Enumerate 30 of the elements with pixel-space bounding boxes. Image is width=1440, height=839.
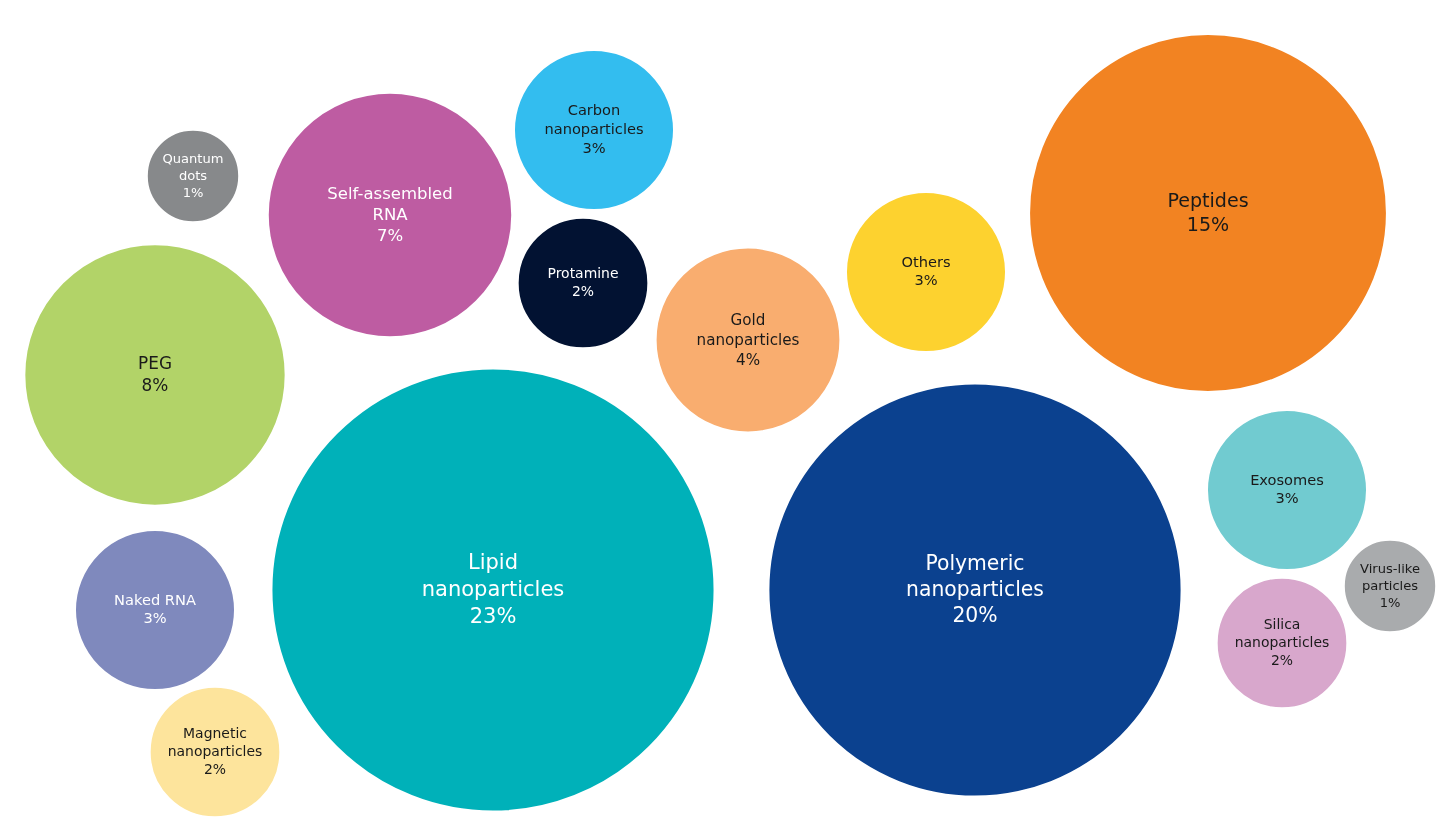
category-label: Others — [901, 252, 951, 270]
category-label: Polymeric nanoparticles — [906, 550, 1044, 601]
data-label: 4% — [735, 350, 761, 369]
data-label: 23% — [469, 604, 517, 629]
category-label: Gold nanoparticles — [696, 311, 800, 349]
category-label: Magnetic nanoparticles — [167, 724, 263, 759]
data-label: 8% — [141, 374, 169, 395]
data-label: 15% — [1186, 213, 1230, 236]
data-label: 3% — [914, 271, 938, 289]
category-label: Exosomes — [1250, 470, 1324, 488]
category-label: Virus-like particles — [1360, 560, 1420, 593]
category-label: PEG — [138, 353, 172, 374]
data-label: 3% — [582, 139, 606, 156]
data-label: 20% — [952, 603, 998, 628]
data-label: 2% — [203, 761, 227, 778]
data-label: 2% — [1270, 652, 1294, 669]
data-label: 7% — [376, 226, 404, 246]
category-label: Silica nanoparticles — [1234, 615, 1330, 650]
data-label: 1% — [1379, 595, 1401, 611]
category-label: Lipid nanoparticles — [421, 549, 565, 601]
category-label: Peptides — [1167, 188, 1249, 211]
data-label: 1% — [182, 185, 204, 201]
category-label: Naked RNA — [114, 590, 196, 608]
data-label: 3% — [143, 609, 167, 627]
category-label: Self-assembled RNA — [327, 183, 453, 224]
category-label: Quantum dots — [162, 150, 224, 183]
category-label: Carbon nanoparticles — [544, 101, 644, 137]
data-label: 3% — [1275, 489, 1299, 507]
category-label: Protamine — [547, 264, 619, 281]
data-label: 2% — [571, 283, 595, 300]
